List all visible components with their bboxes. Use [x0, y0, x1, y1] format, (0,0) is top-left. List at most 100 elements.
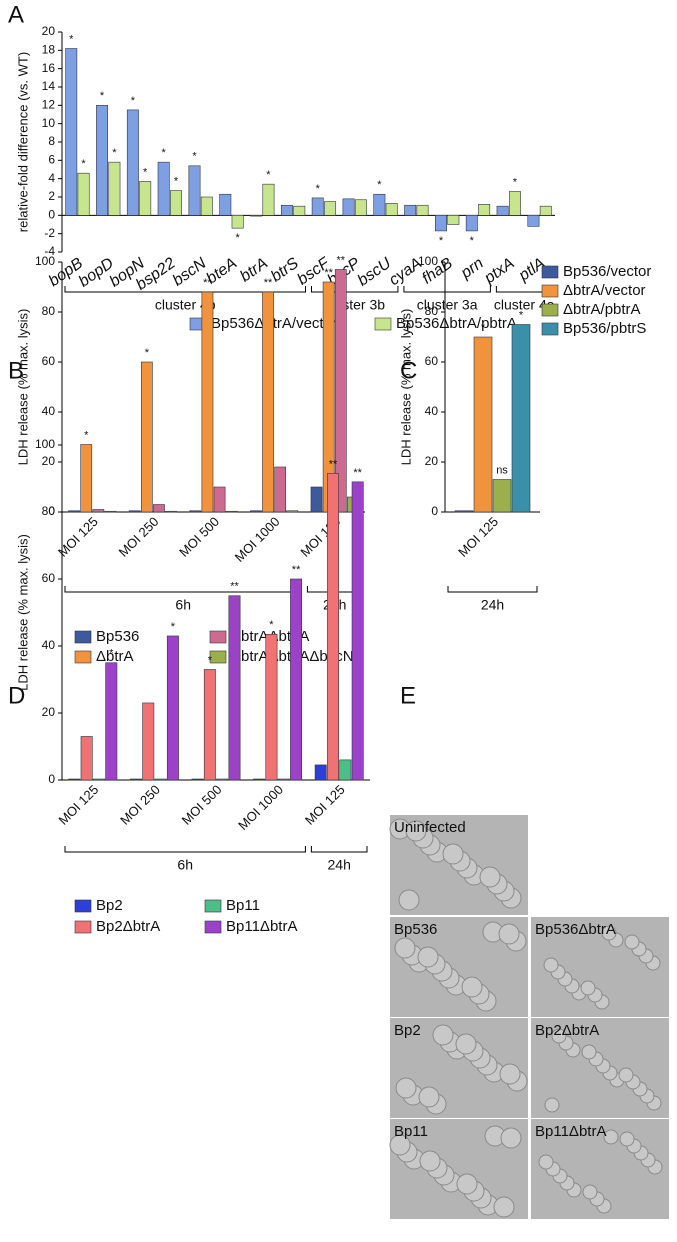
y-tick-label: 100: [418, 254, 438, 268]
legend-swatch: [74, 630, 92, 644]
y-tick-label: 20: [42, 24, 56, 38]
bar: [290, 578, 303, 781]
bar: [142, 702, 155, 781]
panel-label: E: [400, 682, 416, 709]
significance-label: **: [264, 277, 273, 289]
bar: [189, 510, 202, 513]
group-label: cluster 3a: [417, 297, 478, 313]
bar: [188, 165, 201, 216]
significance-label: *: [519, 309, 524, 321]
legend-label: Bp536ΔbtrA/vector: [211, 315, 337, 332]
significance-label: *: [269, 619, 274, 631]
x-tick-label: MOI 250: [117, 782, 163, 828]
image-caption: Bp11: [394, 1123, 428, 1140]
image-caption: Bp2: [394, 1022, 421, 1039]
cell: [603, 1129, 619, 1145]
x-tick-label: MOI 125: [455, 514, 501, 560]
bar: [219, 193, 232, 216]
y-tick-label: 0: [48, 504, 55, 518]
legend-swatch: [74, 899, 92, 913]
y-tick-label: 40: [42, 404, 56, 418]
bar: [324, 201, 337, 216]
bar: [96, 105, 109, 216]
legend-swatch: [374, 317, 392, 331]
legend-swatch: [209, 630, 227, 644]
cell: [418, 1086, 440, 1108]
y-tick-label: 20: [42, 705, 56, 719]
x-tick-label: MOI 1000: [232, 514, 283, 565]
significance-label: *: [208, 654, 213, 666]
bar: [92, 509, 105, 513]
y-tick-label: 40: [425, 404, 439, 418]
significance-label: **: [203, 277, 212, 289]
x-tick-label: bscU: [355, 255, 395, 290]
bar: [80, 736, 93, 781]
x-tick-label: MOI 125: [302, 782, 348, 828]
cell: [538, 1154, 554, 1170]
bar: [351, 481, 364, 781]
legend-label: ΔbtrA/vector: [563, 282, 646, 299]
significance-label: *: [171, 621, 176, 633]
legend-label: ΔbtrA/pbtrA: [563, 301, 641, 318]
bar: [478, 204, 491, 216]
bar: [231, 215, 244, 229]
legend-swatch: [74, 920, 92, 934]
significance-label: *: [377, 179, 382, 191]
y-tick-label: -4: [44, 244, 55, 258]
cell: [461, 976, 483, 998]
y-tick-label: 8: [48, 134, 55, 148]
bar: [253, 778, 266, 781]
bar: [342, 198, 355, 216]
bar: [128, 510, 141, 513]
y-tick-label: 10: [42, 116, 56, 130]
bar: [473, 336, 493, 513]
group-bracket: [447, 586, 538, 593]
cell: [582, 1184, 598, 1200]
cell: [394, 937, 416, 959]
bar: [68, 778, 81, 781]
significance-label: *: [513, 176, 518, 188]
legend-label: Bp536/pbtrS: [563, 320, 646, 337]
bar: [165, 510, 177, 513]
bar: [539, 205, 552, 216]
legend-label: ΔbtrA: [96, 648, 134, 665]
bar: [104, 510, 117, 513]
bar: [129, 778, 142, 781]
legend-swatch: [204, 920, 222, 934]
significance-label: *: [162, 147, 167, 159]
y-tick-label: 20: [42, 454, 56, 468]
y-tick-label: 100: [35, 254, 55, 268]
x-tick-label: MOI 1000: [235, 782, 286, 833]
cell: [544, 1097, 560, 1113]
significance-label: *: [192, 151, 197, 163]
legend-swatch: [541, 322, 559, 336]
bar: [93, 778, 105, 781]
y-axis-label: LDH release (% max. lysis): [15, 309, 30, 466]
group-label: 24h: [328, 857, 351, 873]
bar: [492, 479, 512, 513]
bar: [416, 204, 429, 216]
legend-label: Bp2: [96, 897, 123, 914]
panel-label: A: [8, 1, 24, 28]
y-tick-label: 2: [48, 189, 55, 203]
bar: [225, 510, 238, 513]
significance-label: *: [266, 169, 271, 181]
y-tick-label: 12: [42, 98, 56, 112]
cell: [500, 1127, 522, 1149]
bar: [454, 510, 474, 513]
x-tick-label: ptxA: [481, 255, 518, 288]
cell: [498, 923, 520, 945]
significance-label: **: [324, 267, 333, 279]
significance-label: *: [69, 33, 74, 45]
group-bracket: [64, 586, 302, 593]
bar: [200, 196, 213, 216]
significance-label: *: [174, 175, 179, 187]
significance-label: **: [292, 564, 301, 576]
image-caption: Bp536ΔbtrA: [535, 921, 616, 938]
cell: [601, 925, 617, 941]
significance-label: *: [145, 347, 150, 359]
legend-swatch: [541, 265, 559, 279]
x-tick-label: prn: [457, 255, 487, 283]
y-tick-label: -2: [44, 226, 55, 240]
